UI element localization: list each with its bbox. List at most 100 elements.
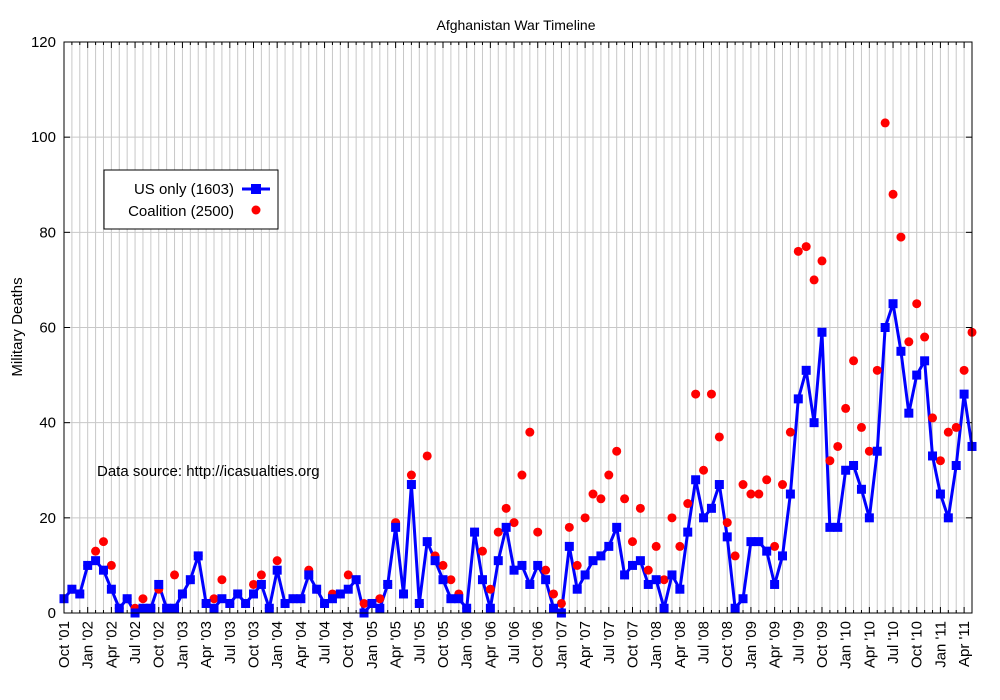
data-point-us <box>446 594 456 604</box>
x-tick-label: Apr '10 <box>861 621 878 668</box>
x-tick-label: Apr '02 <box>103 621 120 668</box>
data-point-us <box>138 603 148 613</box>
y-tick-label: 60 <box>39 320 56 337</box>
x-tick-label: Apr '07 <box>577 621 594 668</box>
data-point-us <box>462 603 472 613</box>
data-point-coalition <box>730 551 740 561</box>
data-point-us <box>91 556 101 566</box>
data-point-coalition <box>620 494 630 504</box>
y-axis-label: Military Deaths <box>9 277 26 376</box>
x-tick-label: Jan '02 <box>80 621 97 669</box>
data-point-coalition <box>627 537 637 547</box>
data-point-us <box>888 299 898 309</box>
legend-label-coalition: Coalition (2500) <box>128 203 234 220</box>
data-point-us <box>170 603 180 613</box>
data-point-us <box>367 598 377 608</box>
data-point-us <box>801 365 811 375</box>
data-point-us <box>280 598 290 608</box>
data-point-us <box>67 584 77 594</box>
data-point-coalition <box>667 513 677 523</box>
data-point-us <box>248 589 258 599</box>
data-point-us <box>406 480 416 490</box>
data-point-us <box>935 489 945 499</box>
data-point-us <box>312 584 322 594</box>
x-tick-label: Apr '06 <box>482 621 499 668</box>
data-point-us <box>833 522 843 532</box>
data-point-us <box>928 451 938 461</box>
data-point-us <box>770 579 780 589</box>
data-point-us <box>185 575 195 585</box>
data-point-us <box>651 575 661 585</box>
data-point-coalition <box>951 422 961 432</box>
data-point-us <box>162 603 172 613</box>
chart-title: Afghanistan War Timeline <box>437 17 596 33</box>
data-point-coalition <box>675 541 685 551</box>
data-point-us <box>320 598 330 608</box>
data-point-coalition <box>722 518 732 528</box>
grid <box>63 41 973 614</box>
data-point-us <box>730 603 740 613</box>
data-point-coalition <box>541 565 551 575</box>
data-point-coalition <box>738 480 748 490</box>
data-point-us <box>477 575 487 585</box>
data-point-coalition <box>564 522 574 532</box>
data-point-us <box>675 584 685 594</box>
data-point-us <box>627 560 637 570</box>
data-point-coalition <box>699 465 709 475</box>
y-tick-label: 0 <box>48 605 56 622</box>
y-tick-label: 100 <box>31 129 56 146</box>
data-point-us <box>643 579 653 589</box>
data-point-us <box>778 551 788 561</box>
x-axis-ticks: Oct '01 Jan '02 Apr '02 Jul '02 Oct '02 Jan '… <box>56 42 973 669</box>
data-point-us <box>667 570 677 580</box>
x-tick-label: Apr '11 <box>956 621 973 667</box>
data-point-us <box>738 594 748 604</box>
data-point-coalition <box>588 489 598 499</box>
data-point-us <box>541 575 551 585</box>
data-point-us <box>943 513 953 523</box>
data-point-us <box>414 598 424 608</box>
x-tick-label: Jan '09 <box>743 621 760 669</box>
data-point-coalition <box>635 503 645 513</box>
data-point-us <box>454 594 464 604</box>
data-point-coalition <box>375 594 385 604</box>
data-point-coalition <box>643 565 653 575</box>
data-point-us <box>849 460 859 470</box>
legend-marker-us <box>251 184 261 194</box>
data-point-us <box>809 418 819 428</box>
data-point-us <box>296 594 306 604</box>
data-point-coalition <box>888 189 898 199</box>
data-point-coalition <box>706 389 716 399</box>
data-point-us <box>785 489 795 499</box>
x-tick-label: Jul '04 <box>317 621 334 664</box>
data-point-coalition <box>746 489 756 499</box>
data-point-us <box>154 579 164 589</box>
data-point-us <box>304 570 314 580</box>
x-tick-label: Oct '05 <box>435 621 452 668</box>
data-point-us <box>509 565 519 575</box>
data-point-coalition <box>493 527 503 537</box>
data-point-coalition <box>872 365 882 375</box>
x-tick-label: Oct '01 <box>56 621 73 668</box>
x-tick-label: Oct '03 <box>245 621 262 668</box>
data-point-us <box>762 546 772 556</box>
x-tick-label: Apr '09 <box>767 621 784 668</box>
data-point-coalition <box>217 575 227 585</box>
data-point-us <box>714 480 724 490</box>
x-tick-label: Jan '08 <box>648 621 665 669</box>
x-tick-label: Apr '03 <box>198 621 215 668</box>
data-point-us <box>343 584 353 594</box>
data-source-annotation: Data source: http://icasualties.org <box>97 463 320 480</box>
x-tick-label: Jan '11 <box>932 621 949 668</box>
data-point-us <box>683 527 693 537</box>
x-tick-label: Apr '05 <box>388 621 405 668</box>
data-point-us <box>691 475 701 485</box>
data-point-coalition <box>817 256 827 266</box>
data-point-coalition <box>683 499 693 509</box>
data-point-coalition <box>754 489 764 499</box>
data-point-coalition <box>517 470 527 480</box>
data-point-us <box>335 589 345 599</box>
data-point-coalition <box>959 365 969 375</box>
data-point-us <box>430 556 440 566</box>
x-tick-label: Jul '10 <box>885 621 902 664</box>
